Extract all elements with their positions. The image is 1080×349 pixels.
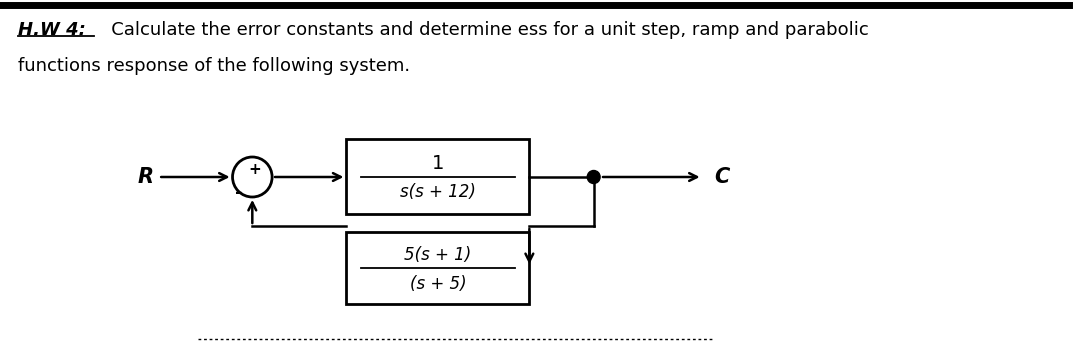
- Text: H.W 4:: H.W 4:: [17, 21, 85, 39]
- Text: 1: 1: [432, 154, 444, 173]
- Text: functions response of the following system.: functions response of the following syst…: [17, 57, 410, 75]
- Circle shape: [588, 171, 600, 184]
- Text: -: -: [234, 184, 242, 202]
- Text: R: R: [137, 167, 153, 187]
- FancyBboxPatch shape: [347, 139, 529, 214]
- Text: (s + 5): (s + 5): [409, 275, 467, 293]
- Text: C: C: [714, 167, 730, 187]
- Text: s(s + 12): s(s + 12): [400, 184, 476, 201]
- Text: +: +: [248, 163, 260, 178]
- Text: Calculate the error constants and determine ess for a unit step, ramp and parabo: Calculate the error constants and determ…: [94, 21, 868, 39]
- FancyBboxPatch shape: [347, 232, 529, 304]
- Text: 5(s + 1): 5(s + 1): [404, 246, 472, 264]
